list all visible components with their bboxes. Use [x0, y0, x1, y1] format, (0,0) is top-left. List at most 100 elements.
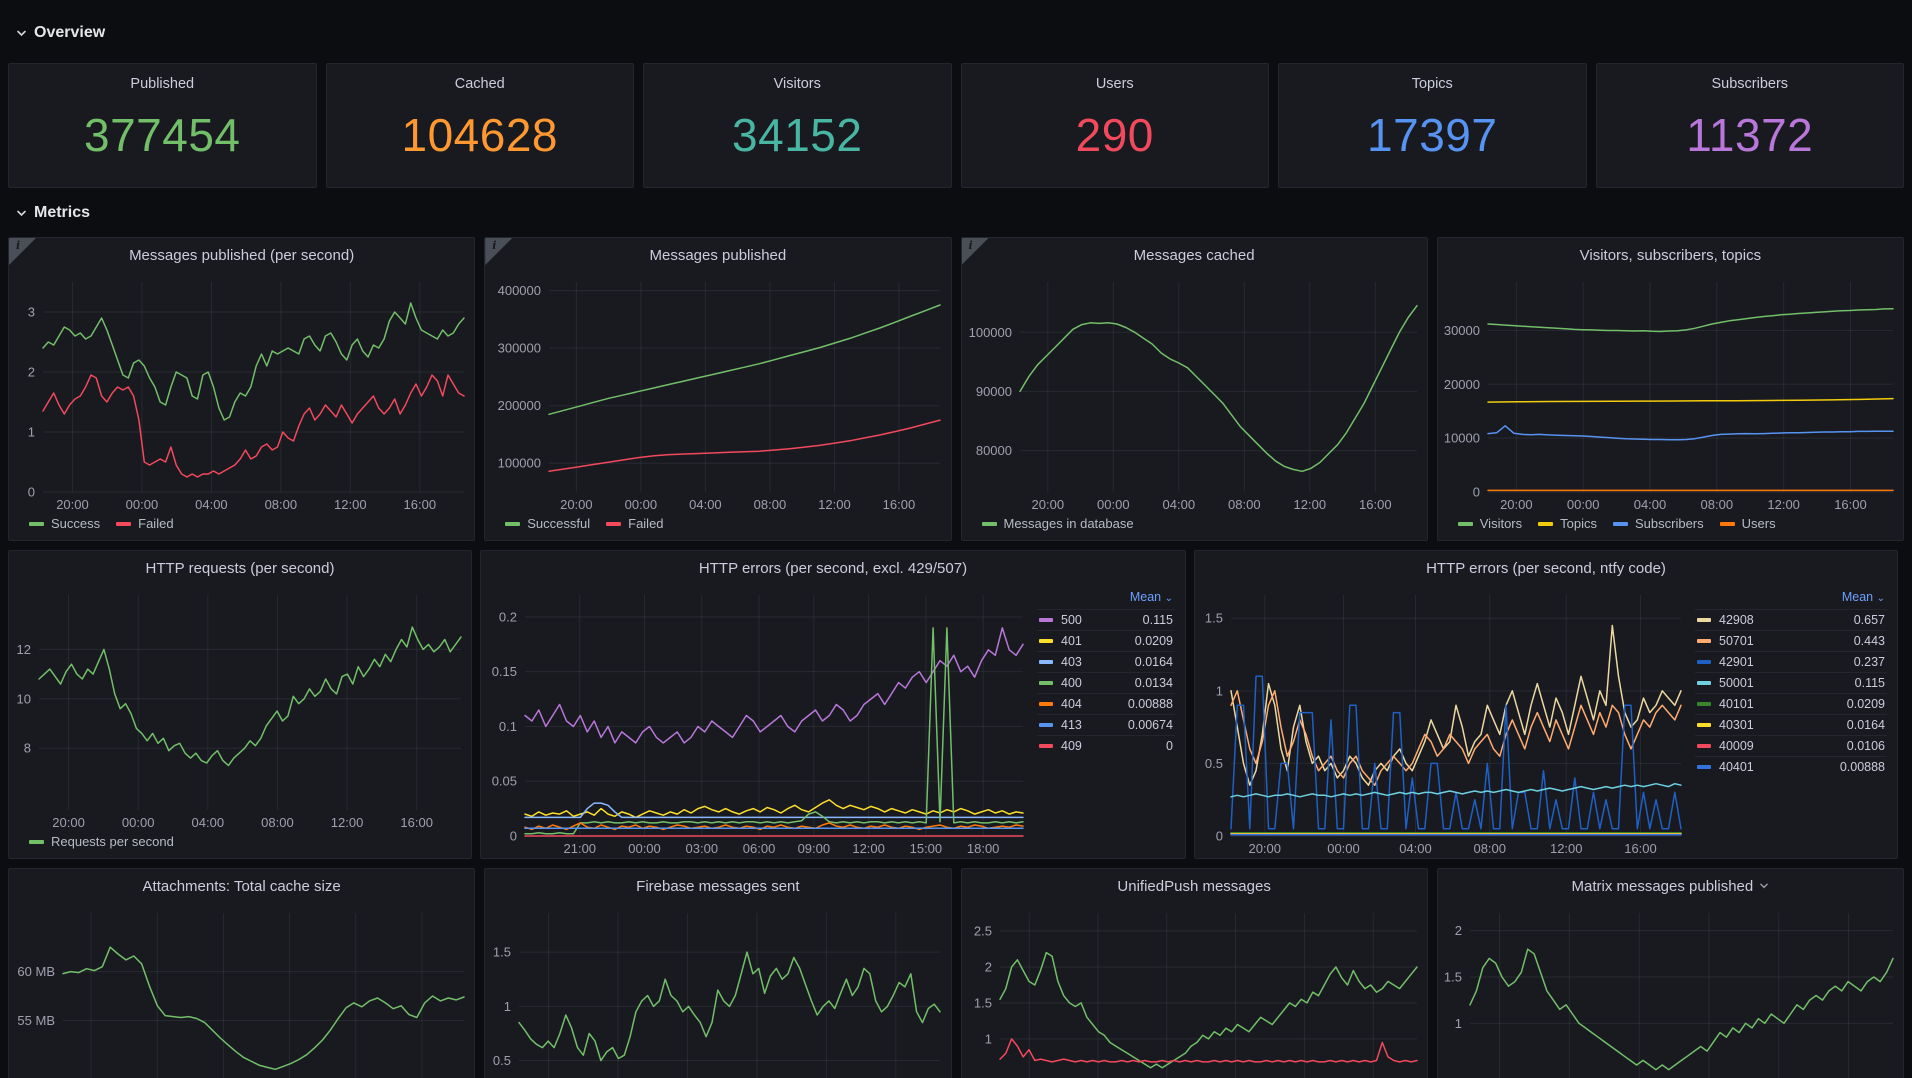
chart-visitors-subscribers-topics[interactable]: 20:00 00:00 04:00 08:00 12:00 16:00 0 10000 2000…	[1438, 272, 1903, 514]
legend-mean-header[interactable]: Mean ⌄	[1129, 590, 1173, 604]
chart-messages-published-per-second[interactable]: 20:00 00:00 04:00 08:00 12:00 16:00 0 1 2 3	[9, 272, 474, 514]
chart-unifiedpush-messages[interactable]: 1 1.5 2 2.5	[962, 903, 1427, 1078]
panel-title[interactable]: Matrix messages published	[1438, 869, 1903, 903]
section-header-metrics[interactable]: Metrics	[16, 202, 1904, 224]
chevron-down-icon	[16, 28, 27, 39]
legend-table-row[interactable]: 409 0	[1037, 735, 1175, 756]
legend-table: Mean ⌄ 500 0.115 401 0.0209 403 0.0164 400 0.013…	[1033, 585, 1185, 858]
legend-item[interactable]: Failed	[606, 516, 664, 531]
panel-messages-published: i Messages published 20:00 00:00 04:00 08:0…	[484, 237, 952, 541]
svg-text:10000: 10000	[1444, 431, 1480, 446]
legend-table-row[interactable]: 404 0.00888	[1037, 693, 1175, 714]
panel-title[interactable]: Visitors, subscribers, topics	[1438, 238, 1903, 272]
panel-title[interactable]: HTTP requests (per second)	[9, 551, 471, 585]
legend-table-row[interactable]: 50701 0.443	[1695, 630, 1887, 651]
legend-item[interactable]: Messages in database	[981, 516, 1134, 531]
svg-text:00:00: 00:00	[122, 815, 155, 830]
svg-text:12:00: 12:00	[818, 497, 851, 512]
chart-attachments-cache[interactable]: 55 MB 60 MB	[9, 903, 474, 1078]
svg-text:200000: 200000	[498, 398, 541, 413]
svg-text:15:00: 15:00	[910, 841, 943, 856]
legend-table-row[interactable]: 40009 0.0106	[1695, 735, 1887, 756]
legend-table-row[interactable]: 40101 0.0209	[1695, 693, 1887, 714]
svg-text:08:00: 08:00	[265, 497, 298, 512]
series-mean-value: 0.0134	[1134, 676, 1173, 690]
stat-title[interactable]: Visitors	[773, 76, 821, 92]
overview-stats-row: Published 377454 Cached 104628 Visitors …	[8, 63, 1904, 188]
svg-text:100000: 100000	[498, 456, 541, 471]
section-title: Metrics	[34, 204, 91, 221]
chart-matrix-messages[interactable]: 1 1.5 2	[1438, 903, 1903, 1078]
chevron-down-icon: ⌄	[1876, 593, 1885, 604]
legend-mean-header[interactable]: Mean ⌄	[1841, 590, 1885, 604]
chart-http-errors-excl[interactable]: 21:00 00:00 03:00 06:00 09:00 12:00 15:00 18:00…	[481, 585, 1033, 858]
legend-table-row[interactable]: 40301 0.0164	[1695, 714, 1887, 735]
stat-value: 104628	[401, 108, 558, 161]
chart-firebase-messages[interactable]: 0.5 1 1.5	[485, 903, 950, 1078]
svg-text:1: 1	[984, 1031, 991, 1046]
stat-value: 377454	[84, 108, 241, 161]
panel-title[interactable]: UnifiedPush messages	[962, 869, 1427, 903]
legend-table-row[interactable]: 50001 0.115	[1695, 672, 1887, 693]
legend-item[interactable]: Success	[29, 516, 100, 531]
stat-title[interactable]: Published	[130, 76, 195, 92]
section-header-overview[interactable]: Overview	[16, 22, 1904, 44]
panel-title[interactable]: Attachments: Total cache size	[9, 869, 474, 903]
panel-title[interactable]: HTTP errors (per second, ntfy code)	[1195, 551, 1897, 585]
svg-text:1: 1	[1216, 683, 1223, 698]
legend-item[interactable]: Subscribers	[1613, 516, 1704, 531]
svg-text:16:00: 16:00	[1834, 497, 1867, 512]
stat-title[interactable]: Cached	[454, 76, 505, 92]
stat-title[interactable]: Topics	[1411, 76, 1453, 92]
chart-messages-published[interactable]: 20:00 00:00 04:00 08:00 12:00 16:00 100000 2000…	[485, 272, 950, 514]
panel-title[interactable]: Messages published	[485, 238, 950, 272]
legend-item[interactable]: Visitors	[1457, 516, 1522, 531]
panel-title[interactable]: HTTP errors (per second, excl. 429/507)	[481, 551, 1185, 585]
legend-table-row[interactable]: 42908 0.657	[1695, 609, 1887, 630]
svg-text:04:00: 04:00	[192, 815, 225, 830]
panel-title[interactable]: Firebase messages sent	[485, 869, 950, 903]
legend-table-row[interactable]: 400 0.0134	[1037, 672, 1175, 693]
series-name: 40101	[1719, 697, 1754, 711]
panel-http-requests-per-second: HTTP requests (per second) 20:00 00:00 04:…	[8, 550, 472, 859]
svg-text:00:00: 00:00	[1097, 497, 1130, 512]
svg-text:08:00: 08:00	[1228, 497, 1261, 512]
chart-messages-cached[interactable]: 20:00 00:00 04:00 08:00 12:00 16:00 80000 90000…	[962, 272, 1427, 514]
series-mean-value: 0.00888	[1127, 697, 1173, 711]
svg-text:04:00: 04:00	[1162, 497, 1195, 512]
panel-title-text: Attachments: Total cache size	[142, 877, 341, 895]
legend-table-row[interactable]: 42901 0.237	[1695, 651, 1887, 672]
legend-table-row[interactable]: 40401 0.00888	[1695, 756, 1887, 777]
stat-panel-topics: Topics 17397	[1278, 63, 1587, 188]
svg-text:80000: 80000	[975, 443, 1011, 458]
legend-item[interactable]: Successful	[505, 516, 590, 531]
stat-title[interactable]: Subscribers	[1711, 76, 1789, 92]
panel-menu-chevron-icon[interactable]	[1759, 881, 1769, 891]
svg-text:08:00: 08:00	[754, 497, 787, 512]
stat-title[interactable]: Users	[1095, 76, 1134, 92]
chart-http-errors-ntfy[interactable]: 20:00 00:00 04:00 08:00 12:00 16:00 0 0.5 1 1.5	[1195, 585, 1691, 858]
panel-title[interactable]: Messages cached	[962, 238, 1427, 272]
chart-http-requests[interactable]: 20:00 00:00 04:00 08:00 12:00 16:00 8 10 12	[9, 585, 471, 832]
series-mean-value: 0.00888	[1839, 760, 1885, 774]
series-name: 40009	[1719, 739, 1754, 753]
series-color-swatch	[1039, 660, 1053, 664]
legend-table-row[interactable]: 403 0.0164	[1037, 651, 1175, 672]
svg-text:2: 2	[984, 959, 991, 974]
legend-table-row[interactable]: 413 0.00674	[1037, 714, 1175, 735]
series-mean-value: 0.0164	[1846, 718, 1885, 732]
svg-text:8: 8	[24, 741, 31, 756]
series-name: 409	[1061, 739, 1082, 753]
svg-text:12:00: 12:00	[334, 497, 367, 512]
legend-item[interactable]: Users	[1719, 516, 1776, 531]
svg-text:04:00: 04:00	[195, 497, 228, 512]
panel-title[interactable]: Messages published (per second)	[9, 238, 474, 272]
legend-table-row[interactable]: 401 0.0209	[1037, 630, 1175, 651]
legend-item[interactable]: Requests per second	[29, 834, 174, 849]
legend-item[interactable]: Failed	[116, 516, 174, 531]
chart-legend: Visitors Topics Subscribers Users	[1438, 514, 1903, 540]
series-color-swatch	[1697, 639, 1711, 643]
legend-item[interactable]: Topics	[1538, 516, 1597, 531]
series-mean-value: 0	[1166, 739, 1173, 753]
legend-table-row[interactable]: 500 0.115	[1037, 609, 1175, 630]
